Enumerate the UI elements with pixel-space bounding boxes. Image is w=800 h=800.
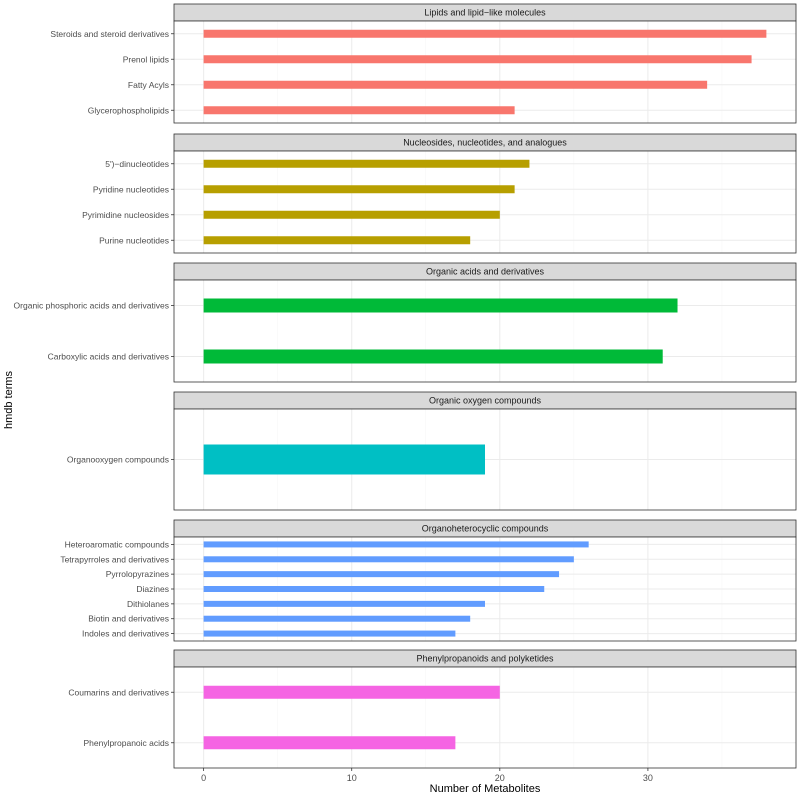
bar [203, 80, 708, 89]
y-tick-label: Glycerophospholipids [88, 105, 169, 115]
y-tick-label: Organic phosphoric acids and derivatives [14, 301, 169, 311]
facet-strip-label: Lipids and lipid−like molecules [424, 8, 546, 18]
bar [203, 106, 515, 115]
y-tick-label: 5')−dinucleotides [105, 159, 169, 169]
panel-border [173, 20, 797, 124]
y-tick-label: Coumarins and derivatives [68, 687, 169, 697]
y-tick-label: Prenol lipids [123, 54, 169, 64]
y-tick-label: Pyrimidine nucleosides [82, 210, 169, 220]
x-tick-label: 20 [495, 773, 505, 783]
bar [203, 185, 515, 194]
y-tick-label: Diazines [136, 584, 169, 594]
panels-layer: Lipids and lipid−like molecules Steroids … [14, 3, 797, 769]
y-tick-label: Tetrapyrroles and derivatives [60, 554, 169, 564]
y-tick-label: Dithiolanes [127, 599, 169, 609]
y-tick-label: Phenylpropanoic acids [83, 738, 169, 748]
y-tick-label: Steroids and steroid derivatives [50, 29, 169, 39]
panel-border [173, 279, 797, 383]
bar [203, 615, 471, 622]
panel-border [173, 666, 797, 769]
bar [203, 236, 471, 245]
y-tick-label: Organooxygen compounds [67, 455, 169, 465]
bar [203, 444, 485, 475]
panel-border [173, 150, 797, 254]
bar [203, 210, 500, 219]
facet-panel: Organic oxygen compounds Organooxygen com… [67, 391, 797, 511]
bar [203, 159, 530, 168]
y-tick-label: Carboxylic acids and derivatives [48, 352, 169, 362]
y-tick-label: Biotin and derivatives [88, 614, 169, 624]
y-tick-label: Indoles and derivatives [82, 629, 169, 639]
facet-panel: Nucleosides, nucleotides, and analogues 5… [82, 133, 797, 254]
bar [203, 600, 485, 607]
y-axis-title: hmdb terms [3, 370, 15, 429]
x-tick-label: 0 [201, 773, 206, 783]
bar [203, 556, 574, 563]
facet-strip-label: Organoheterocyclic compounds [422, 524, 549, 534]
x-axis-title: Number of Metabolites [430, 783, 541, 795]
x-tick-label: 10 [347, 773, 357, 783]
panel-border [173, 536, 797, 642]
bar [203, 736, 456, 750]
panel-background [174, 280, 796, 382]
y-tick-label: Purine nucleotides [99, 235, 169, 245]
bar [203, 630, 456, 637]
facet-strip-label: Nucleosides, nucleotides, and analogues [403, 138, 567, 148]
bar [203, 29, 767, 38]
y-tick-label: Pyridine nucleotides [93, 184, 169, 194]
facet-strip-label: Organic oxygen compounds [429, 396, 542, 406]
x-tick-label: 30 [643, 773, 653, 783]
bar [203, 541, 589, 548]
bar [203, 298, 678, 313]
bar [203, 685, 500, 699]
bar [203, 586, 545, 592]
bar [203, 55, 752, 64]
y-tick-label: Fatty Acyls [128, 80, 169, 90]
bar [203, 571, 560, 578]
panel-border [173, 408, 797, 511]
facet-strip-label: Phenylpropanoids and polyketides [416, 654, 554, 664]
x-axis: 0 10 20 30 [201, 768, 653, 783]
bar [203, 349, 663, 364]
facet-panel: Organic acids and derivatives Organic pho… [14, 262, 797, 383]
y-tick-label: Heteroaromatic compounds [65, 539, 169, 549]
facet-panel: Phenylpropanoids and polyketides Coumarin… [68, 649, 797, 769]
facet-panel: Organoheterocyclic compounds Heteroaromat… [60, 519, 797, 642]
y-tick-label: Pyrrolopyrazines [106, 569, 169, 579]
facet-panel: Lipids and lipid−like molecules Steroids … [50, 3, 797, 124]
facet-strip-label: Organic acids and derivatives [426, 267, 545, 277]
panel-background [174, 667, 796, 768]
